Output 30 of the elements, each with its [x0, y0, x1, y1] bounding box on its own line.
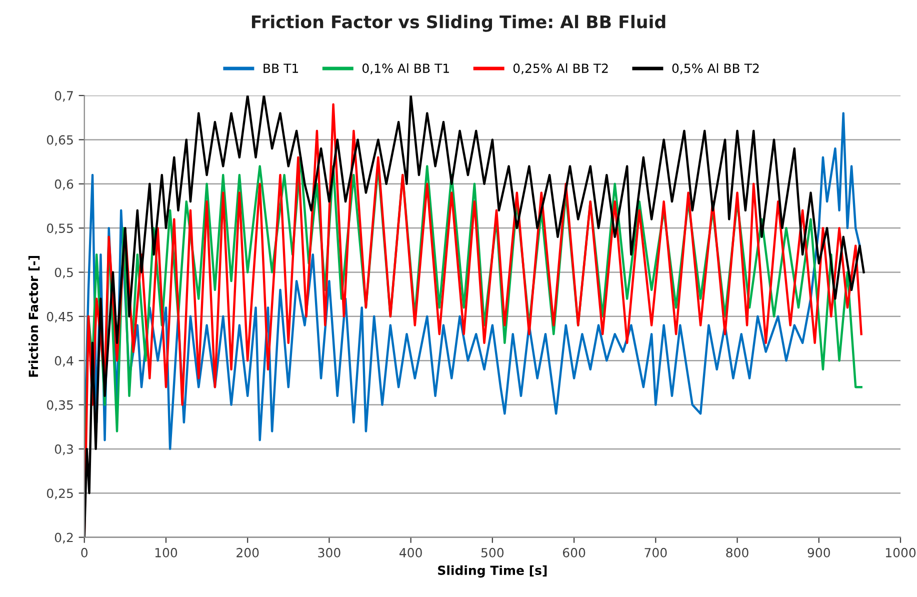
x-tick-label: 1000: [886, 548, 916, 558]
x-tick-label: 800: [726, 548, 748, 558]
x-tick-label: 400: [400, 548, 422, 558]
y-tick-label: 0,5: [54, 268, 73, 278]
legend-label: BB T1: [264, 64, 298, 73]
y-tick-label: 0,45: [46, 312, 73, 323]
y-tick-label: 0,2: [54, 532, 73, 544]
x-tick-label: 700: [644, 548, 667, 558]
line-series: [84, 112, 861, 450]
y-axis-title: Friction Factor [-]: [28, 256, 40, 377]
y-tick-label: 0,25: [46, 488, 73, 500]
legend-label: 0,1% Al BB T1: [362, 63, 449, 74]
x-tick-label: 0: [81, 548, 88, 558]
x-tick-label: 600: [562, 548, 586, 558]
x-axis-title: Sliding Time [s]: [438, 565, 547, 578]
x-tick-label: 500: [481, 548, 504, 558]
y-tick-label: 0,7: [54, 90, 73, 102]
x-tick-label: 100: [155, 548, 178, 558]
x-tick-label: 200: [236, 548, 259, 558]
x-tick-label: 900: [808, 548, 830, 558]
chart-title: Friction Factor vs Sliding Time: Al BB Fluid: [252, 14, 666, 32]
y-tick-label: 0,55: [46, 224, 73, 234]
y-tick-label: 0,6: [54, 179, 74, 190]
y-tick-label: 0,35: [46, 400, 73, 411]
y-tick-label: 0,65: [46, 135, 73, 146]
legend-label: 0,5% Al BB T2: [672, 63, 759, 74]
legend-label: 0,25% Al BB T2: [513, 63, 608, 74]
y-tick-label: 0,4: [54, 356, 74, 367]
x-tick-label: 300: [318, 548, 340, 558]
y-tick-label: 0,3: [54, 444, 73, 456]
